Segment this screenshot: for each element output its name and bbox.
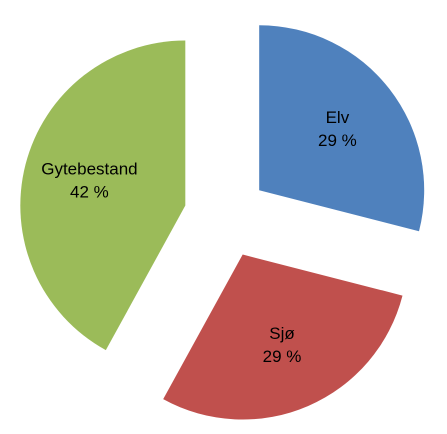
slice-label: Gytebestand [41, 159, 137, 178]
pie-slice [259, 25, 425, 232]
slice-value: 29 % [318, 131, 357, 150]
pie-slice [20, 40, 186, 351]
slice-label: Elv [326, 108, 350, 127]
pie-slice [163, 254, 403, 420]
slice-value: 42 % [70, 182, 109, 201]
slice-label: Sjø [269, 324, 295, 343]
slice-value: 29 % [263, 347, 302, 366]
